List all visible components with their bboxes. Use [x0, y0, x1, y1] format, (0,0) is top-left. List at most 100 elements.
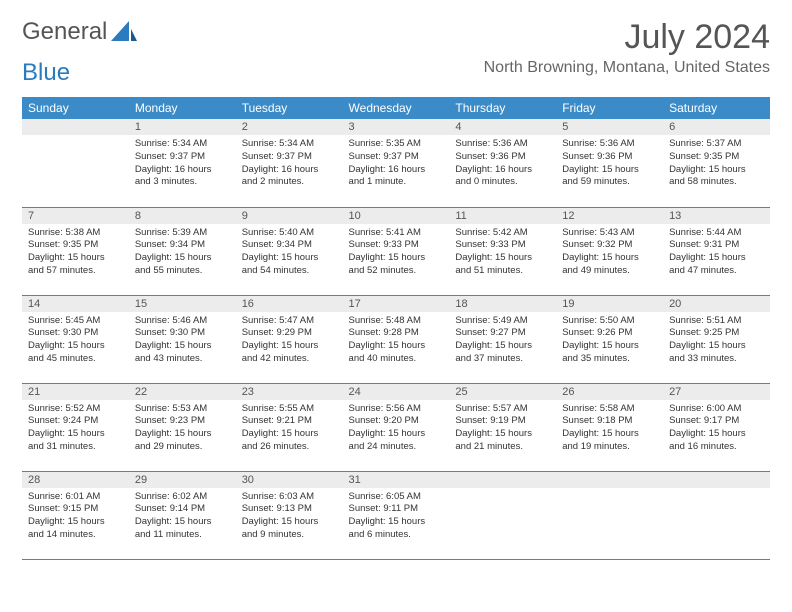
day-number: 17: [343, 296, 450, 312]
sunset-line: Sunset: 9:24 PM: [28, 415, 123, 428]
calendar-cell: 8Sunrise: 5:39 AMSunset: 9:34 PMDaylight…: [129, 207, 236, 295]
calendar-cell: 5Sunrise: 5:36 AMSunset: 9:36 PMDaylight…: [556, 119, 663, 207]
calendar-cell: [663, 471, 770, 559]
day-content: Sunrise: 5:44 AMSunset: 9:31 PMDaylight:…: [663, 224, 770, 281]
daylight-line: and 33 minutes.: [669, 353, 764, 366]
sunrise-line: Sunrise: 5:36 AM: [562, 138, 657, 151]
sunrise-line: Sunrise: 5:47 AM: [242, 315, 337, 328]
sunrise-line: Sunrise: 5:38 AM: [28, 227, 123, 240]
daylight-line: and 24 minutes.: [349, 441, 444, 454]
daylight-line: Daylight: 15 hours: [669, 340, 764, 353]
sunset-line: Sunset: 9:13 PM: [242, 503, 337, 516]
daylight-line: and 52 minutes.: [349, 265, 444, 278]
sunset-line: Sunset: 9:32 PM: [562, 239, 657, 252]
sunrise-line: Sunrise: 5:46 AM: [135, 315, 230, 328]
daylight-line: and 57 minutes.: [28, 265, 123, 278]
sunrise-line: Sunrise: 6:00 AM: [669, 403, 764, 416]
day-content: Sunrise: 5:47 AMSunset: 9:29 PMDaylight:…: [236, 312, 343, 369]
weekday-header: Wednesday: [343, 97, 450, 119]
day-number: 19: [556, 296, 663, 312]
sunset-line: Sunset: 9:25 PM: [669, 327, 764, 340]
calendar-cell: 19Sunrise: 5:50 AMSunset: 9:26 PMDayligh…: [556, 295, 663, 383]
calendar-cell: 30Sunrise: 6:03 AMSunset: 9:13 PMDayligh…: [236, 471, 343, 559]
calendar-cell: 3Sunrise: 5:35 AMSunset: 9:37 PMDaylight…: [343, 119, 450, 207]
sunset-line: Sunset: 9:35 PM: [28, 239, 123, 252]
day-number: 26: [556, 384, 663, 400]
daylight-line: Daylight: 15 hours: [349, 428, 444, 441]
daylight-line: and 9 minutes.: [242, 529, 337, 542]
daylight-line: and 47 minutes.: [669, 265, 764, 278]
daylight-line: Daylight: 15 hours: [28, 516, 123, 529]
daylight-line: Daylight: 15 hours: [242, 516, 337, 529]
logo-text-part2: Blue: [22, 59, 70, 87]
daylight-line: Daylight: 16 hours: [242, 164, 337, 177]
sunrise-line: Sunrise: 5:35 AM: [349, 138, 444, 151]
daylight-line: and 16 minutes.: [669, 441, 764, 454]
calendar-cell: 26Sunrise: 5:58 AMSunset: 9:18 PMDayligh…: [556, 383, 663, 471]
sunrise-line: Sunrise: 6:02 AM: [135, 491, 230, 504]
sunset-line: Sunset: 9:17 PM: [669, 415, 764, 428]
calendar-cell: [556, 471, 663, 559]
day-number: 4: [449, 119, 556, 135]
daylight-line: Daylight: 15 hours: [562, 428, 657, 441]
daylight-line: and 42 minutes.: [242, 353, 337, 366]
day-content: Sunrise: 5:45 AMSunset: 9:30 PMDaylight:…: [22, 312, 129, 369]
daylight-line: and 35 minutes.: [562, 353, 657, 366]
day-content: Sunrise: 5:39 AMSunset: 9:34 PMDaylight:…: [129, 224, 236, 281]
daylight-line: Daylight: 15 hours: [562, 340, 657, 353]
day-content: Sunrise: 5:55 AMSunset: 9:21 PMDaylight:…: [236, 400, 343, 457]
weekday-header: Tuesday: [236, 97, 343, 119]
page-subtitle: North Browning, Montana, United States: [484, 59, 770, 77]
calendar-cell: 11Sunrise: 5:42 AMSunset: 9:33 PMDayligh…: [449, 207, 556, 295]
day-number: 7: [22, 208, 129, 224]
daylight-line: Daylight: 15 hours: [242, 428, 337, 441]
day-number-empty: [449, 472, 556, 488]
calendar-cell: 20Sunrise: 5:51 AMSunset: 9:25 PMDayligh…: [663, 295, 770, 383]
calendar-cell: 14Sunrise: 5:45 AMSunset: 9:30 PMDayligh…: [22, 295, 129, 383]
day-number: 15: [129, 296, 236, 312]
weekday-header: Monday: [129, 97, 236, 119]
day-content: Sunrise: 5:53 AMSunset: 9:23 PMDaylight:…: [129, 400, 236, 457]
day-number: 3: [343, 119, 450, 135]
daylight-line: Daylight: 16 hours: [349, 164, 444, 177]
day-number: 5: [556, 119, 663, 135]
sunrise-line: Sunrise: 5:34 AM: [135, 138, 230, 151]
logo-text-part1: General: [22, 18, 107, 46]
calendar-cell: 24Sunrise: 5:56 AMSunset: 9:20 PMDayligh…: [343, 383, 450, 471]
daylight-line: Daylight: 16 hours: [455, 164, 550, 177]
day-content: Sunrise: 5:57 AMSunset: 9:19 PMDaylight:…: [449, 400, 556, 457]
daylight-line: Daylight: 15 hours: [28, 428, 123, 441]
day-content: Sunrise: 5:42 AMSunset: 9:33 PMDaylight:…: [449, 224, 556, 281]
day-number: 10: [343, 208, 450, 224]
calendar-row: 28Sunrise: 6:01 AMSunset: 9:15 PMDayligh…: [22, 471, 770, 559]
daylight-line: Daylight: 15 hours: [28, 340, 123, 353]
logo-sail-icon: [111, 21, 137, 43]
day-content: Sunrise: 5:35 AMSunset: 9:37 PMDaylight:…: [343, 135, 450, 192]
daylight-line: Daylight: 15 hours: [242, 340, 337, 353]
calendar-cell: 2Sunrise: 5:34 AMSunset: 9:37 PMDaylight…: [236, 119, 343, 207]
day-number-empty: [22, 119, 129, 135]
day-content: Sunrise: 5:43 AMSunset: 9:32 PMDaylight:…: [556, 224, 663, 281]
calendar-cell: 25Sunrise: 5:57 AMSunset: 9:19 PMDayligh…: [449, 383, 556, 471]
sunset-line: Sunset: 9:37 PM: [135, 151, 230, 164]
sunset-line: Sunset: 9:34 PM: [242, 239, 337, 252]
day-content: Sunrise: 6:01 AMSunset: 9:15 PMDaylight:…: [22, 488, 129, 545]
calendar-cell: 6Sunrise: 5:37 AMSunset: 9:35 PMDaylight…: [663, 119, 770, 207]
sunset-line: Sunset: 9:30 PM: [28, 327, 123, 340]
day-content: Sunrise: 5:49 AMSunset: 9:27 PMDaylight:…: [449, 312, 556, 369]
daylight-line: Daylight: 15 hours: [135, 252, 230, 265]
logo: General: [22, 18, 139, 46]
day-number: 25: [449, 384, 556, 400]
sunrise-line: Sunrise: 5:36 AM: [455, 138, 550, 151]
calendar-cell: [22, 119, 129, 207]
daylight-line: Daylight: 15 hours: [242, 252, 337, 265]
sunset-line: Sunset: 9:30 PM: [135, 327, 230, 340]
day-number: 9: [236, 208, 343, 224]
daylight-line: Daylight: 15 hours: [135, 516, 230, 529]
sunset-line: Sunset: 9:31 PM: [669, 239, 764, 252]
calendar-cell: 21Sunrise: 5:52 AMSunset: 9:24 PMDayligh…: [22, 383, 129, 471]
sunrise-line: Sunrise: 5:37 AM: [669, 138, 764, 151]
daylight-line: and 55 minutes.: [135, 265, 230, 278]
calendar-cell: 7Sunrise: 5:38 AMSunset: 9:35 PMDaylight…: [22, 207, 129, 295]
daylight-line: and 29 minutes.: [135, 441, 230, 454]
